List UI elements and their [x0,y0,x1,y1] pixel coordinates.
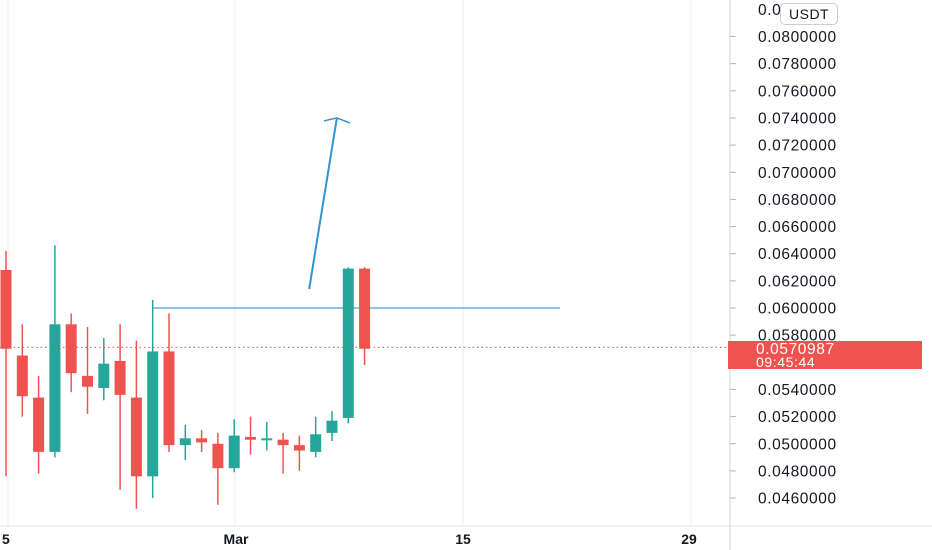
y-tick-label: 0.0680000 [758,192,837,209]
candle-body [49,324,61,452]
x-tick-label: Mar [224,531,249,547]
candle-body [16,355,28,397]
candle-body [179,438,191,446]
y-tick-label: 0.0640000 [758,246,837,263]
countdown-timer: 09:45:44 [756,354,816,370]
y-tick-label: 0.0660000 [758,219,837,236]
candle-body [310,434,322,452]
x-tick-label: 29 [681,531,697,547]
y-tick-label: 0.0720000 [758,138,837,155]
x-tick-label: 5 [2,531,10,547]
candle-body [342,268,354,418]
arrow-head [323,117,351,124]
candle-body [98,363,110,389]
candle-body [228,435,240,469]
y-tick-label: 0.0800000 [758,29,837,46]
y-tick-label: 0.0600000 [758,301,837,318]
y-tick-label: 0.0580000 [758,328,837,345]
candle-body [245,436,256,440]
y-tick-label: 0.0460000 [758,491,837,508]
candle-body [359,268,371,349]
candle-body [82,375,93,387]
y-tick-label: 0.0540000 [758,382,837,399]
candle-body [326,420,338,433]
currency-badge[interactable]: USDT [780,3,839,25]
candle-body [130,397,142,477]
y-tick-label: 0.0740000 [758,110,837,127]
y-tick-label: 0.0520000 [758,409,837,426]
y-tick-label: 0.0480000 [758,463,837,480]
candle-body [0,269,12,349]
y-tick-label: 0.0700000 [758,165,837,182]
x-tick-label: 15 [455,531,471,547]
candle-body [212,443,224,469]
candle-body [65,324,77,374]
candle-body [114,360,126,395]
current-price-value: 0.0570987 [756,341,835,358]
y-tick-label: 0.0500000 [758,436,837,453]
y-tick-label: 0.0780000 [758,56,837,73]
current-price-tag: 0.0570987 09:45:44 [728,341,922,370]
y-tick-label: 0.0760000 [758,83,837,100]
candle-body [277,439,289,446]
candle-body [261,438,273,441]
candle-body [33,397,45,452]
candle-body [163,351,175,446]
candle-body [293,445,305,451]
y-tick-label: 0.0620000 [758,273,837,290]
arrow-shaft [308,117,338,290]
candle-body [147,351,159,477]
candle-body [196,438,208,443]
